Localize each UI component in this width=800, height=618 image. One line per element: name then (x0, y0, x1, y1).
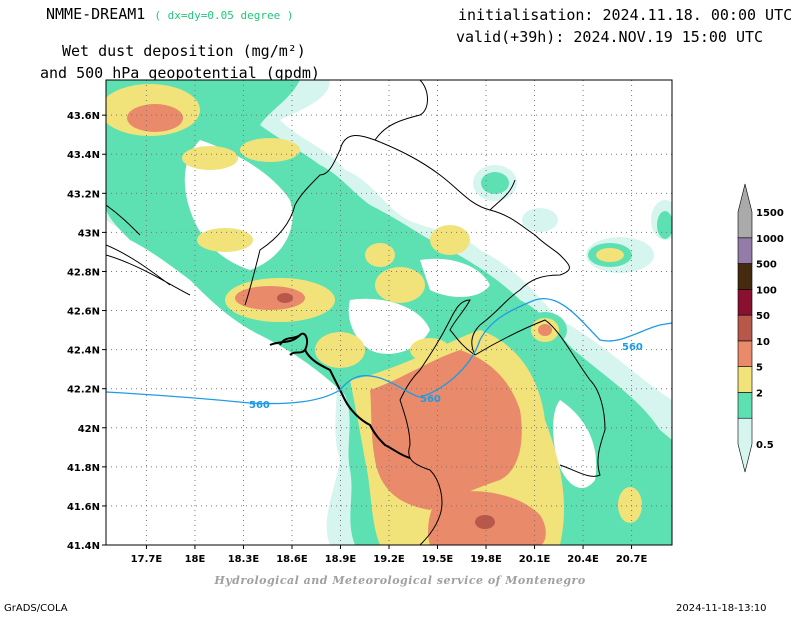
lon-tick-label: 20.7E (616, 554, 648, 565)
legend-level-label: 50 (756, 311, 770, 322)
lat-tick-label: 41.6N (67, 502, 100, 513)
lon-tick-label: 18.6E (276, 554, 308, 565)
model-title: NMME-DREAM1 ( dx=dy=0.05 degree ) (46, 5, 293, 23)
lat-tick-label: 43N (78, 228, 100, 239)
model-name: NMME-DREAM1 (46, 5, 146, 23)
colorbar-legend: 0.5 2 5 10 50 100 500 1000 1500 (737, 183, 784, 473)
lat-tick-label: 42.2N (67, 385, 100, 396)
geopotential-contour-560 (106, 297, 672, 405)
legend-level-label: 5 (756, 363, 763, 374)
lat-tick-label: 41.8N (67, 463, 100, 474)
deposition-field (106, 80, 672, 545)
lat-tick-label: 43.2N (67, 189, 100, 200)
generation-timestamp: 2024-11-18-13:10 (676, 603, 767, 614)
legend-level-label: 1000 (756, 234, 784, 245)
legend-swatch (737, 289, 753, 316)
lon-tick-label: 19.2E (373, 554, 405, 565)
legend-level-label: 0.5 (756, 440, 774, 451)
lat-tick-label: 42.8N (67, 267, 100, 278)
resolution-note: ( dx=dy=0.05 degree ) (154, 9, 294, 22)
legend-level-label: 100 (756, 285, 777, 296)
contour-label: 560 (420, 394, 441, 405)
software-credit: GrADS/COLA (4, 603, 68, 614)
lon-tick-label: 19.5E (422, 554, 454, 565)
legend-level-label: 10 (756, 337, 770, 348)
contour-label: 560 (622, 342, 643, 353)
legend-swatch (737, 237, 753, 264)
legend-swatch (737, 392, 753, 419)
lon-tick-label: 20.4E (567, 554, 599, 565)
latitude-axis: 43.6N 43.4N 43.2N 43N 42.8N 42.6N 42.4N 42.2N 42… (67, 111, 106, 552)
credit-line: Hydrological and Meteorological service … (214, 574, 586, 587)
longitude-axis: 17.7E 18E 18.3E 18.6E 18.9E 19.2E 19.5E 19.8E 20… (131, 545, 648, 565)
lon-tick-label: 19.8E (470, 554, 502, 565)
lat-tick-label: 43.6N (67, 111, 100, 122)
legend-swatch (737, 183, 753, 239)
legend-swatch (737, 263, 753, 290)
lon-tick-label: 17.7E (131, 554, 163, 565)
legend-level-label: 2 (756, 388, 763, 399)
legend-swatch (737, 340, 753, 367)
lon-tick-label: 18.9E (325, 554, 357, 565)
coastline (269, 332, 411, 459)
contour-label: 560 (249, 400, 270, 411)
lat-tick-label: 42.6N (67, 307, 100, 318)
legend-swatch (737, 366, 753, 393)
lon-tick-label: 20.1E (519, 554, 551, 565)
initialisation-time: initialisation: 2024.11.18. 00:00 UTC (458, 6, 793, 24)
lon-tick-label: 18E (185, 554, 206, 565)
legend-swatch (737, 314, 753, 342)
variable-title-line1: Wet dust deposition (mg/m²) (62, 42, 306, 60)
lat-tick-label: 42N (78, 424, 100, 435)
variable-title-line2: and 500 hPa geopotential (gpdm) (40, 64, 320, 82)
lon-tick-label: 18.3E (228, 554, 260, 565)
lat-tick-label: 41.4N (67, 541, 100, 552)
legend-swatch (737, 417, 753, 473)
legend-level-label: 500 (756, 260, 777, 271)
country-borders (106, 80, 606, 545)
legend-level-label: 1500 (756, 208, 784, 219)
lat-tick-label: 43.4N (67, 150, 100, 161)
valid-time: valid(+39h): 2024.NOV.19 15:00 UTC (456, 28, 764, 46)
lat-tick-label: 42.4N (67, 346, 100, 357)
